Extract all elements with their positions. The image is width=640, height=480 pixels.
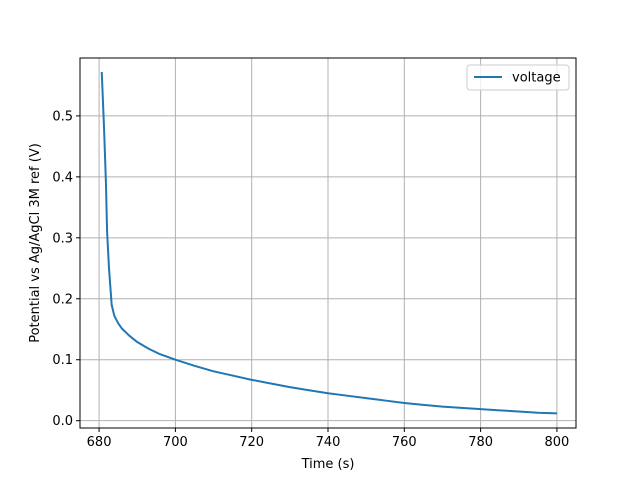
y-tick-label: 0.4 bbox=[52, 170, 73, 185]
y-tick-label: 0.2 bbox=[52, 292, 73, 307]
y-tick-label: 0.0 bbox=[52, 414, 73, 429]
x-tick-label: 720 bbox=[239, 435, 264, 450]
y-tick-label: 0.3 bbox=[52, 231, 73, 246]
y-tick-label: 0.1 bbox=[52, 353, 73, 368]
legend-box bbox=[466, 64, 570, 91]
y-axis-label: Potential vs Ag/AgCl 3M ref (V) bbox=[28, 143, 43, 343]
legend: voltage bbox=[466, 64, 570, 91]
x-tick-label: 740 bbox=[316, 435, 341, 450]
x-tick-label: 700 bbox=[163, 435, 188, 450]
x-tick-label: 780 bbox=[468, 435, 493, 450]
x-axis-label: Time (s) bbox=[301, 457, 355, 472]
x-tick-label: 760 bbox=[392, 435, 417, 450]
x-tick-label: 680 bbox=[87, 435, 112, 450]
ticks: 680 700 720 740 760 780 800 0.0 0.1 0.2 0.3 0.4 0.5 bbox=[52, 109, 569, 450]
x-tick-label: 800 bbox=[545, 435, 570, 450]
y-tick-label: 0.5 bbox=[52, 109, 73, 124]
series-line-voltage bbox=[100, 71, 557, 415]
series-layer bbox=[100, 71, 557, 415]
grid bbox=[80, 58, 576, 428]
legend-label-voltage: voltage bbox=[512, 71, 561, 86]
